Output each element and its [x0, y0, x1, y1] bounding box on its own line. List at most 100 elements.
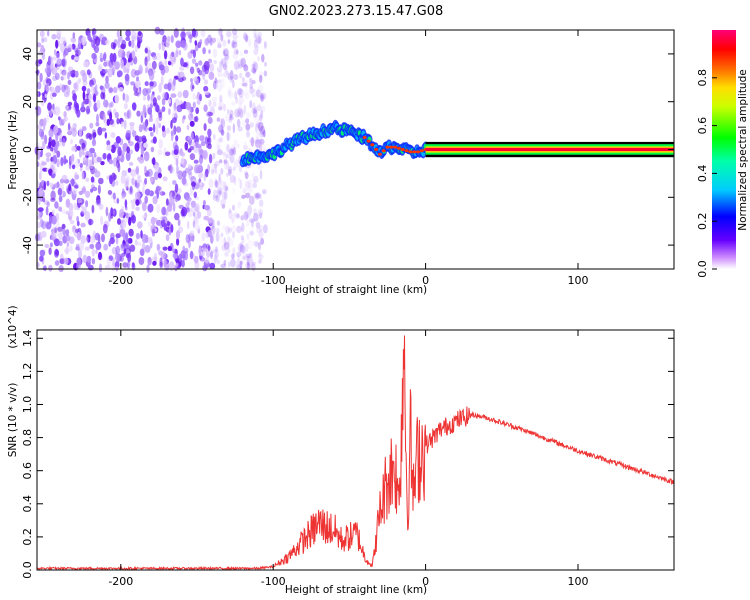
spectrogram-noise-blob — [186, 124, 190, 131]
spectrogram-noise-blob — [259, 130, 264, 138]
spectrogram-noise-blob — [249, 121, 253, 129]
spectrogram-noise-blob — [203, 215, 210, 221]
spectrogram-noise-blob — [56, 29, 62, 38]
spectrogram-noise-blob — [254, 193, 260, 200]
spectrogram-noise-blob — [177, 91, 183, 98]
spectrogram-noise-blob — [175, 196, 178, 203]
spectrogram-noise-blob — [42, 197, 46, 203]
spectrogram-noise-blob — [94, 232, 100, 241]
spectrogram-noise-blob — [131, 214, 137, 224]
spectrogram-x-label: Height of straight line (km) — [285, 284, 427, 296]
spectrogram-noise-blob — [103, 243, 109, 251]
spectrogram-noise-blob — [57, 187, 63, 196]
spectrogram-noise-blob — [228, 117, 232, 124]
spectrogram-noise-blob — [173, 108, 178, 118]
spectrogram-noise-blob — [91, 204, 95, 214]
spectrogram-noise-blob — [91, 28, 97, 35]
spectrogram-noise-blob — [69, 209, 74, 217]
spectrogram-noise-blob — [223, 237, 227, 247]
spectrogram-noise-blob — [200, 251, 205, 257]
spectrogram-noise-blob — [242, 251, 247, 260]
spectrogram-noise-blob — [81, 85, 87, 92]
spectrogram-noise-blob — [164, 261, 170, 271]
spectrogram-noise-blob — [49, 147, 54, 152]
spectrogram-noise-blob — [110, 232, 115, 240]
spectrogram-noise-blob — [71, 164, 76, 170]
spectrogram-noise-blob — [223, 69, 229, 78]
spectrogram-noise-blob — [73, 100, 78, 109]
spectrogram-noise-blob — [187, 210, 194, 218]
spectrogram-noise-blob — [217, 187, 223, 195]
spectrogram-noise-blob — [217, 83, 223, 92]
spectrogram-noise-blob — [151, 60, 157, 70]
spectrogram-noise-blob — [112, 192, 116, 200]
spectrogram-noise-blob — [213, 253, 217, 264]
spectrogram-noise-blob — [237, 126, 243, 132]
spectrogram-noise-blob — [190, 207, 196, 213]
spectrogram-noise-blob — [138, 156, 145, 164]
spectrogram-noise-blob — [222, 151, 227, 156]
spectrogram-noise-blob — [157, 149, 163, 156]
spectrogram-noise-blob — [177, 71, 181, 79]
spectrogram-noise-blob — [262, 130, 266, 138]
spectrogram-noise-blob — [153, 171, 159, 181]
spectrogram-noise-blob — [120, 174, 126, 185]
spectrogram-noise-blob — [46, 201, 50, 208]
spectrogram-noise-blob — [55, 39, 59, 49]
spectrogram-noise-blob — [82, 254, 88, 264]
spectrogram-noise-blob — [233, 159, 240, 168]
spectrogram-ridge — [239, 119, 429, 168]
spectrogram-ridge-peak — [393, 145, 398, 149]
spectrogram-noise-blob — [46, 180, 50, 187]
spectrogram-noise-blob — [38, 212, 41, 218]
spectrogram-noise-blob — [61, 138, 66, 147]
spectrogram-x-ticks: -200 -100 0 100 — [108, 30, 588, 287]
spectrogram-noise-blob — [91, 129, 97, 139]
spectrogram-noise-blob — [98, 177, 104, 185]
spectrogram-noise-blob — [207, 128, 212, 137]
spectrogram-noise-blob — [91, 248, 95, 257]
spectrogram-noise-blob — [91, 39, 96, 48]
spectrogram-noise-blob — [227, 72, 231, 80]
spectrogram-noise-blob — [224, 186, 230, 193]
spectrogram-noise-blob — [152, 157, 156, 166]
spectrogram-noise-blob — [115, 236, 119, 245]
spectrogram-noise-blob — [125, 232, 129, 242]
spectrogram-noise-blob — [258, 258, 262, 264]
spectrogram-noise-blob — [38, 59, 43, 65]
spectrogram-noise-blob — [237, 63, 242, 70]
spectrogram-noise-blob — [144, 165, 147, 174]
spectrogram-noise-blob — [171, 117, 177, 124]
spectrogram-noise-blob — [196, 164, 202, 173]
spectrogram-noise-blob — [63, 155, 67, 165]
spectrogram-noise-blob — [175, 98, 180, 106]
spectrogram-ridge-peak — [362, 136, 367, 139]
spectrogram-noise-blob — [86, 108, 91, 114]
spectrogram-noise-blob — [44, 84, 49, 94]
spectrogram-noise-blob — [237, 88, 243, 96]
spectrogram-noise-blob — [52, 229, 59, 238]
spectrogram-noise-blob — [207, 111, 214, 117]
spectrogram-noise-blob — [129, 125, 135, 132]
spectrogram-noise-blob — [216, 220, 221, 226]
spectrogram-noise-blob — [228, 91, 235, 99]
spectrogram-noise-blob — [144, 56, 148, 67]
spectrogram-noise-blob — [99, 85, 104, 90]
spectrogram-noise-blob — [232, 231, 235, 239]
spectrogram-ridge-peak — [374, 148, 379, 151]
spectrogram-noise-blob — [127, 57, 131, 63]
spectrogram-noise-blob — [253, 114, 259, 124]
spectrogram-noise-blob — [262, 189, 267, 195]
spectrogram-noise-blob — [223, 155, 228, 160]
spectrogram-noise-blob — [74, 70, 79, 78]
spectrogram-noise-blob — [52, 103, 55, 111]
spectrogram-noise-blob — [100, 161, 105, 166]
spectrogram-y-label: Frequency (Hz) — [7, 110, 19, 189]
spectrogram-noise-blob — [107, 190, 112, 195]
spectrogram-noise-blob — [239, 108, 244, 119]
spectrogram-noise-blob — [136, 76, 139, 82]
spectrogram-noise-blob — [213, 133, 216, 140]
spectrogram-noise-blob — [141, 124, 147, 132]
spectrogram-noise-blob — [146, 62, 152, 72]
spectrogram-noise-blob — [95, 241, 102, 251]
